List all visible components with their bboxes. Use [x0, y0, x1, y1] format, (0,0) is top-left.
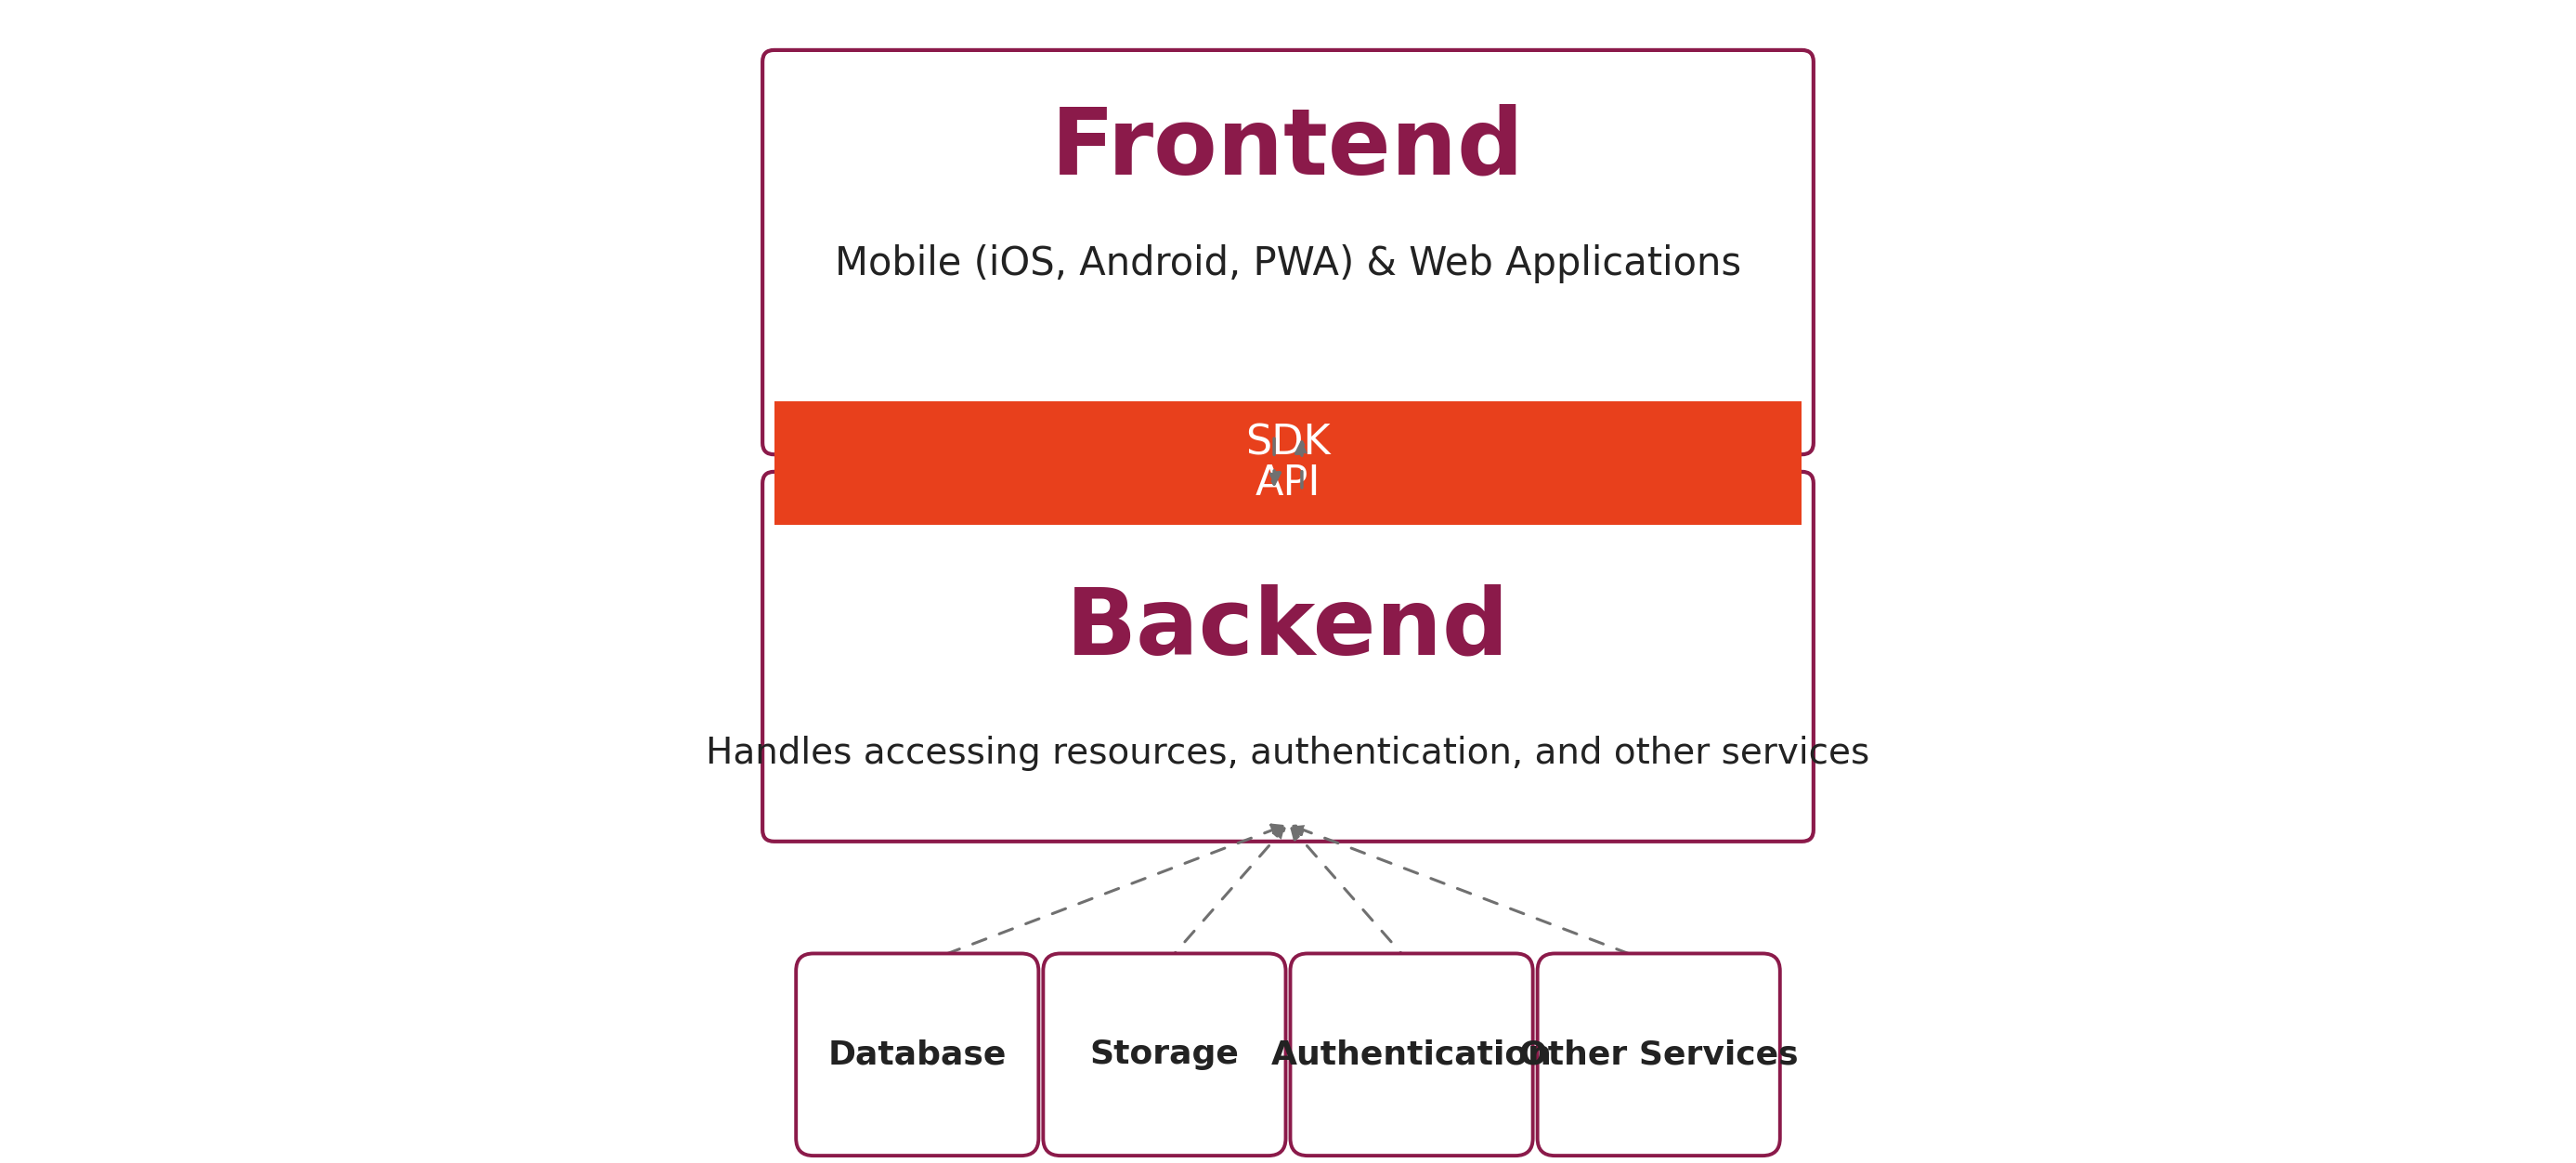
Text: Backend: Backend [1066, 584, 1510, 673]
FancyBboxPatch shape [1043, 954, 1285, 1156]
Text: Authentication: Authentication [1270, 1039, 1553, 1070]
FancyBboxPatch shape [1538, 954, 1780, 1156]
Text: Handles accessing resources, authentication, and other services: Handles accessing resources, authenticat… [706, 736, 1870, 771]
Text: API: API [1255, 463, 1321, 504]
Text: Other Services: Other Services [1520, 1039, 1798, 1070]
Text: Storage: Storage [1090, 1039, 1239, 1070]
FancyBboxPatch shape [762, 472, 1814, 842]
Text: SDK: SDK [1244, 423, 1332, 463]
FancyBboxPatch shape [762, 50, 1814, 455]
FancyBboxPatch shape [773, 401, 1803, 485]
Text: Mobile (iOS, Android, PWA) & Web Applications: Mobile (iOS, Android, PWA) & Web Applica… [835, 244, 1741, 284]
FancyBboxPatch shape [773, 442, 1803, 525]
FancyBboxPatch shape [796, 954, 1038, 1156]
Text: Frontend: Frontend [1051, 104, 1525, 193]
Text: Database: Database [827, 1039, 1007, 1070]
FancyBboxPatch shape [1291, 954, 1533, 1156]
